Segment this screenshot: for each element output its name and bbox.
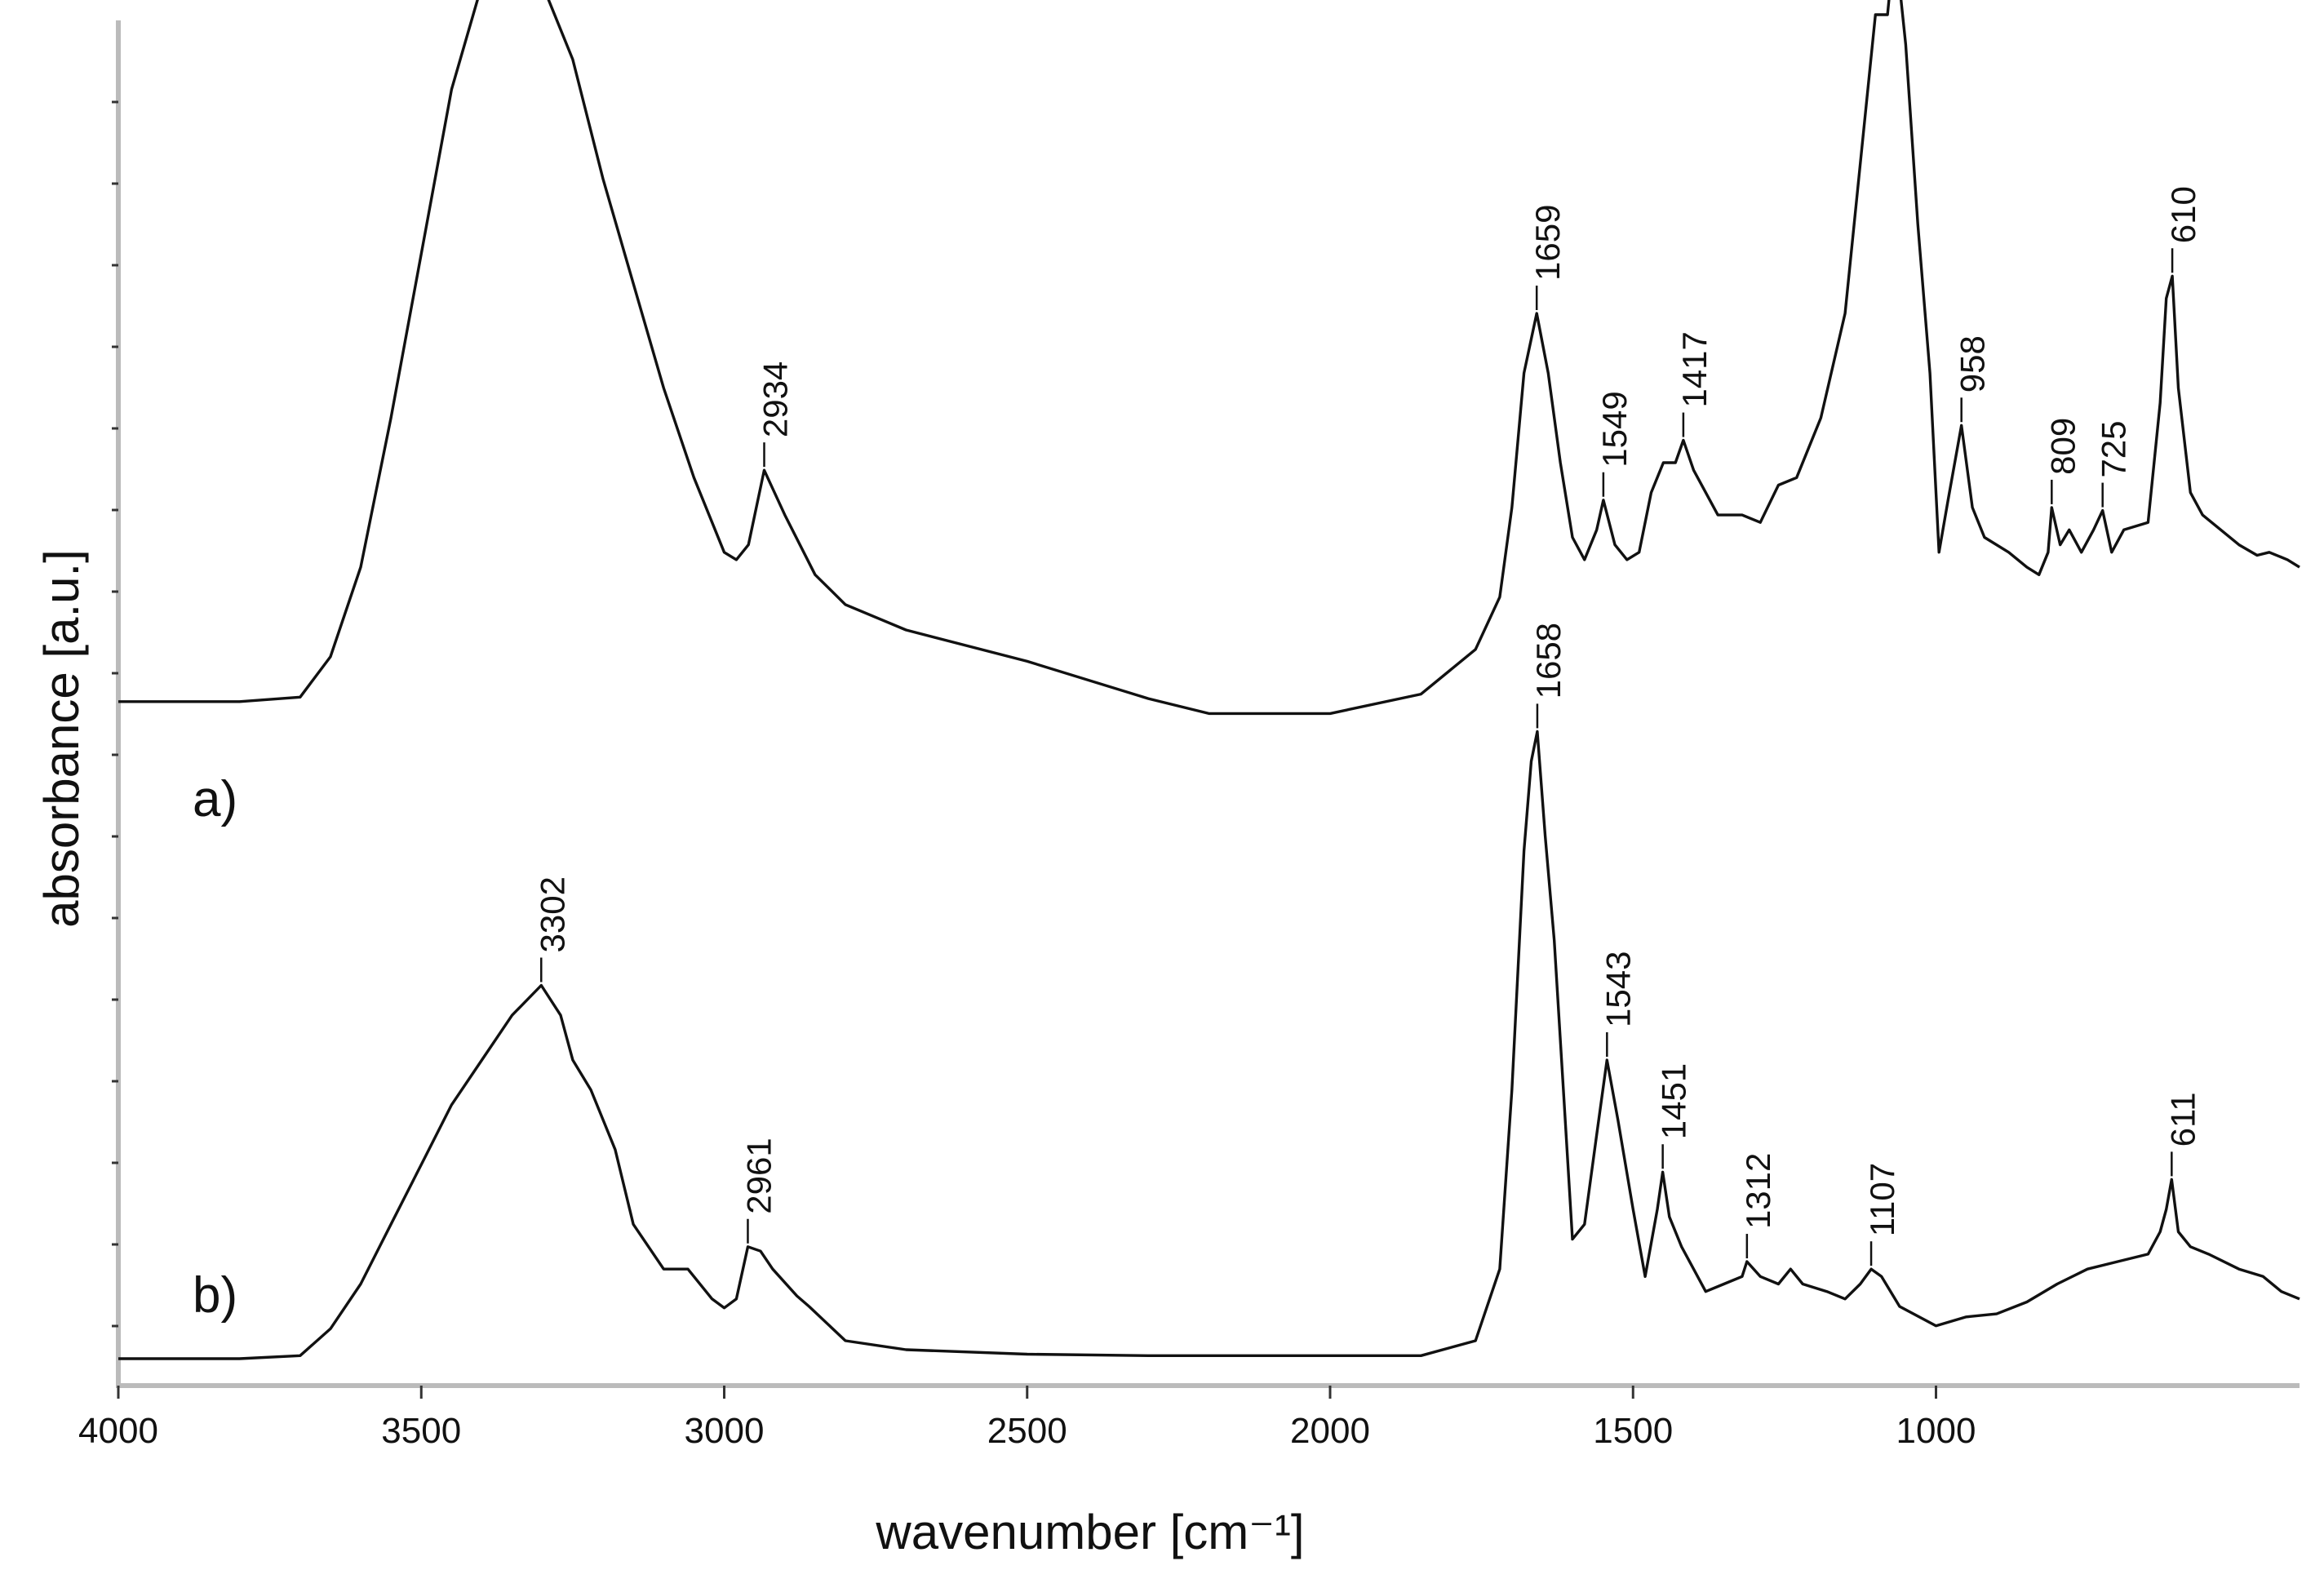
peak-label: 1659 (1528, 205, 1567, 281)
x-tick-label: 4000 (78, 1411, 158, 1451)
peak-annotation: 610 (2164, 186, 2202, 273)
peak-annotation: 1312 (1739, 1153, 1777, 1259)
peak-annotation: 611 (2163, 1092, 2202, 1177)
spectrum-line-a (118, 0, 2300, 716)
y-axis-label: absorbance [a.u.] (34, 549, 89, 928)
peak-annotation: 1451 (1655, 1063, 1693, 1169)
peak-annotation: 1107 (1863, 1163, 1901, 1266)
peak-label: 2961 (739, 1138, 778, 1213)
x-tick-label: 2500 (987, 1411, 1067, 1451)
axes: 4000 3500 3000 2500 2000 1500 1000 (78, 20, 2300, 1451)
y-axis-ticks (112, 100, 118, 1328)
peak-annotation: 1543 (1599, 951, 1637, 1057)
peak-annotation: 2934 (756, 361, 795, 468)
x-axis-label: wavenumber [cm⁻¹] (875, 1505, 1304, 1559)
peak-label: 1417 (1675, 331, 1714, 407)
x-tick-label: 3500 (381, 1411, 461, 1451)
peak-label: 3302 (533, 876, 571, 952)
peak-label: 958 (1954, 335, 1992, 393)
peak-annotation: 3302 (533, 876, 571, 982)
peak-label: 1543 (1599, 951, 1637, 1027)
x-axis-ticks: 4000 3500 3000 2500 2000 1500 1000 (78, 1386, 1976, 1451)
peak-annotation: 1417 (1675, 331, 1714, 437)
peak-annotation: 958 (1954, 335, 1992, 423)
x-tick-label: 1000 (1896, 1411, 1976, 1451)
x-tick-label: 2000 (1290, 1411, 1370, 1451)
peak-label: 1107 (1863, 1163, 1901, 1236)
spectrum-line-b (118, 730, 2300, 1360)
x-tick-label: 1500 (1593, 1411, 1673, 1451)
peak-label: 725 (2095, 420, 2133, 477)
peak-label: 1658 (1529, 623, 1568, 699)
series-layer (118, 0, 2300, 1360)
x-tick-label: 3000 (685, 1411, 765, 1451)
series-label-b: b) (193, 1267, 237, 1324)
peak-label: 809 (2043, 418, 2082, 475)
peak-annotations: 3350293416591549141710689588097256103302… (533, 186, 2202, 1266)
peak-label: 1451 (1655, 1063, 1693, 1139)
series-label-a: a) (193, 771, 237, 827)
peak-annotation: 1659 (1528, 205, 1567, 310)
peak-label: 611 (2163, 1092, 2202, 1147)
peak-label: 1312 (1739, 1153, 1777, 1229)
peak-annotation: 1658 (1529, 623, 1568, 729)
peak-label: 2934 (756, 361, 795, 437)
series-labels: a) b) (193, 771, 237, 1324)
peak-label: 610 (2164, 186, 2202, 243)
peak-annotation: 1549 (1595, 391, 1634, 497)
peak-annotation: 725 (2095, 420, 2133, 508)
peak-annotation: 2961 (739, 1138, 778, 1244)
peak-label: 1549 (1595, 391, 1634, 467)
peak-annotation: 809 (2043, 418, 2082, 504)
